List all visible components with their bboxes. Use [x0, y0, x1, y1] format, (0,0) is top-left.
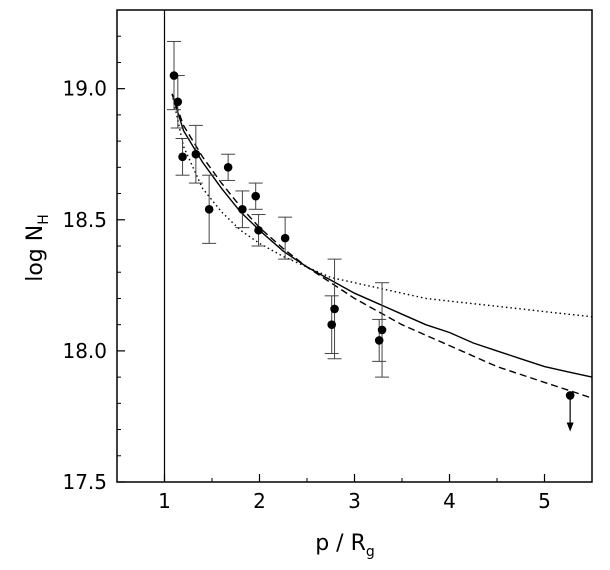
y-axis-label: log NH — [23, 214, 52, 282]
error-bars — [167, 40, 390, 378]
data-point-3 — [191, 149, 201, 159]
data-point-6 — [238, 204, 247, 214]
x-axis-label: p / Rg — [315, 531, 375, 560]
x-tick-label-1: 2 — [253, 489, 266, 513]
data-point-11 — [330, 304, 339, 314]
data-point-13 — [377, 325, 387, 335]
data-point-4 — [204, 204, 214, 214]
x-tick-label-3: 4 — [443, 489, 456, 513]
y-tick-label-1: 18.0 — [62, 339, 107, 363]
data-point-7 — [251, 191, 260, 201]
y-tick-label-2: 18.5 — [62, 208, 107, 232]
y-axis-ticks: 17.5 18.0 18.5 19.0 — [62, 35, 125, 494]
data-point-5 — [223, 163, 233, 172]
y-tick-label-3: 19.0 — [62, 77, 107, 101]
upper-limits — [565, 391, 575, 432]
data-point-9 — [280, 233, 290, 243]
x-tick-label-0: 1 — [158, 489, 171, 513]
fit-curve-solid — [171, 93, 593, 378]
data-point-12 — [374, 336, 384, 345]
x-tick-label-4: 5 — [538, 489, 551, 513]
data-points — [169, 71, 387, 345]
data-point-2 — [178, 152, 187, 162]
data-point-8 — [254, 225, 263, 235]
data-point-1 — [173, 97, 183, 107]
x-tick-label-2: 3 — [348, 489, 361, 513]
y-tick-label-0: 17.5 — [62, 470, 107, 494]
data-point-10 — [327, 320, 337, 329]
upper-limit-arrow-head-0 — [566, 422, 574, 432]
x-axis-ticks: 1 2 3 4 5 — [116, 474, 593, 513]
data-point-0 — [169, 71, 179, 80]
plot-frame — [116, 9, 593, 483]
fit-curves — [171, 93, 593, 399]
